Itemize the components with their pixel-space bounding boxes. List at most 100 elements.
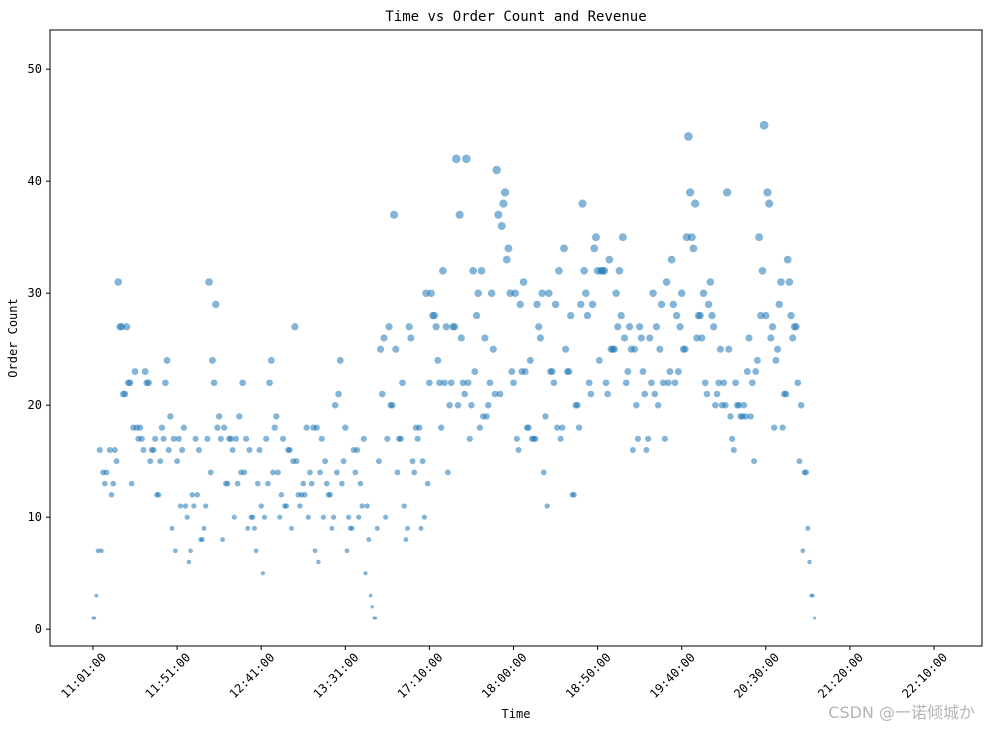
y-tick-label: 40 <box>28 174 42 188</box>
scatter-point <box>805 525 811 531</box>
scatter-point <box>446 401 453 409</box>
scatter-point <box>368 593 373 598</box>
scatter-point <box>646 334 654 342</box>
scatter-point <box>158 424 166 431</box>
scatter-point <box>792 323 800 331</box>
scatter-point <box>377 345 385 353</box>
scatter-point <box>483 413 490 420</box>
scatter-point <box>681 345 689 353</box>
scatter-point <box>170 435 177 442</box>
scatter-point <box>322 458 329 465</box>
scatter-point <box>634 435 642 442</box>
x-tick-label: 13:31:00 <box>311 650 362 701</box>
scatter-point <box>787 311 795 320</box>
scatter-point <box>729 435 736 442</box>
scatter-point <box>426 379 433 387</box>
scatter-point <box>405 323 413 331</box>
scatter-point <box>730 446 737 454</box>
scatter-point <box>204 435 211 442</box>
x-tick-label: 18:50:00 <box>563 650 614 701</box>
scatter-point <box>180 424 187 431</box>
scatter-point <box>145 379 152 387</box>
scatter-point <box>140 446 147 454</box>
scatter-point <box>451 323 459 331</box>
scatter-point <box>722 401 729 409</box>
scatter-point <box>407 334 415 342</box>
scatter-point <box>538 289 546 297</box>
scatter-point <box>492 165 501 175</box>
scatter-point <box>236 413 243 420</box>
scatter-point <box>155 492 162 498</box>
scatter-point <box>405 525 411 531</box>
scatter-point <box>468 401 475 409</box>
scatter-point <box>169 525 175 531</box>
x-tick-label: 20:30:00 <box>731 650 782 701</box>
scatter-point <box>194 492 201 498</box>
scatter-point <box>192 435 199 442</box>
scatter-point <box>618 233 627 242</box>
scatter-point <box>344 548 350 554</box>
scatter-point <box>374 525 380 531</box>
scatter-point <box>214 424 221 431</box>
scatter-point <box>540 469 547 476</box>
scatter-point <box>411 469 418 476</box>
scatter-point <box>591 233 600 242</box>
scatter-point <box>114 278 123 286</box>
scatter-point <box>500 188 510 197</box>
scatter-point <box>742 413 749 420</box>
scatter-point <box>195 446 202 454</box>
scatter-point <box>587 390 595 398</box>
scatter-point <box>651 390 659 398</box>
scatter-point <box>261 514 268 520</box>
scatter-point <box>394 469 401 476</box>
scatter-point <box>123 323 131 331</box>
scatter-point <box>330 514 337 520</box>
scatter-point <box>175 435 182 442</box>
scatter-point <box>375 458 382 465</box>
scatter-point <box>502 255 511 264</box>
scatter-point <box>477 266 486 275</box>
scatter-point <box>677 289 686 297</box>
scatter-point <box>771 424 778 431</box>
scatter-point <box>265 480 271 487</box>
scatter-point <box>383 514 389 520</box>
scatter-point <box>765 199 774 208</box>
scatter-point <box>380 334 388 342</box>
scatter-point <box>763 188 772 197</box>
scatter-point <box>147 458 154 465</box>
scatter-point <box>374 616 378 620</box>
y-axis-title: Order Count <box>6 298 20 377</box>
scatter-point <box>794 379 802 387</box>
scatter-point <box>442 323 450 331</box>
scatter-point <box>689 244 698 253</box>
scatter-point <box>94 593 99 598</box>
scatter-point <box>441 379 448 387</box>
scatter-point <box>266 379 273 387</box>
scatter-point <box>525 424 532 431</box>
scatter-point <box>312 548 318 554</box>
scatter-point <box>574 401 581 409</box>
scatter-point <box>662 278 671 286</box>
scatter-point <box>93 616 97 620</box>
scatter-point <box>471 368 479 376</box>
scatter-point <box>215 413 223 420</box>
scatter-point <box>182 503 189 509</box>
scatter-point <box>656 345 664 353</box>
scatter-point <box>674 368 682 376</box>
scatter-point <box>242 435 250 442</box>
scatter-point <box>544 503 550 509</box>
scatter-point <box>207 469 214 476</box>
scatter-point <box>767 334 775 342</box>
scatter-point <box>622 379 630 387</box>
scatter-point <box>753 356 761 364</box>
scatter-point <box>101 480 108 487</box>
scatter-point <box>796 458 803 465</box>
scatter-point <box>150 446 157 454</box>
scatter-point <box>336 356 344 364</box>
scatter-point <box>727 413 734 420</box>
y-tick-label: 10 <box>28 510 42 524</box>
scatter-point <box>234 480 241 487</box>
scatter-point <box>565 368 573 376</box>
scatter-point <box>357 480 364 487</box>
scatter-point <box>439 266 447 275</box>
